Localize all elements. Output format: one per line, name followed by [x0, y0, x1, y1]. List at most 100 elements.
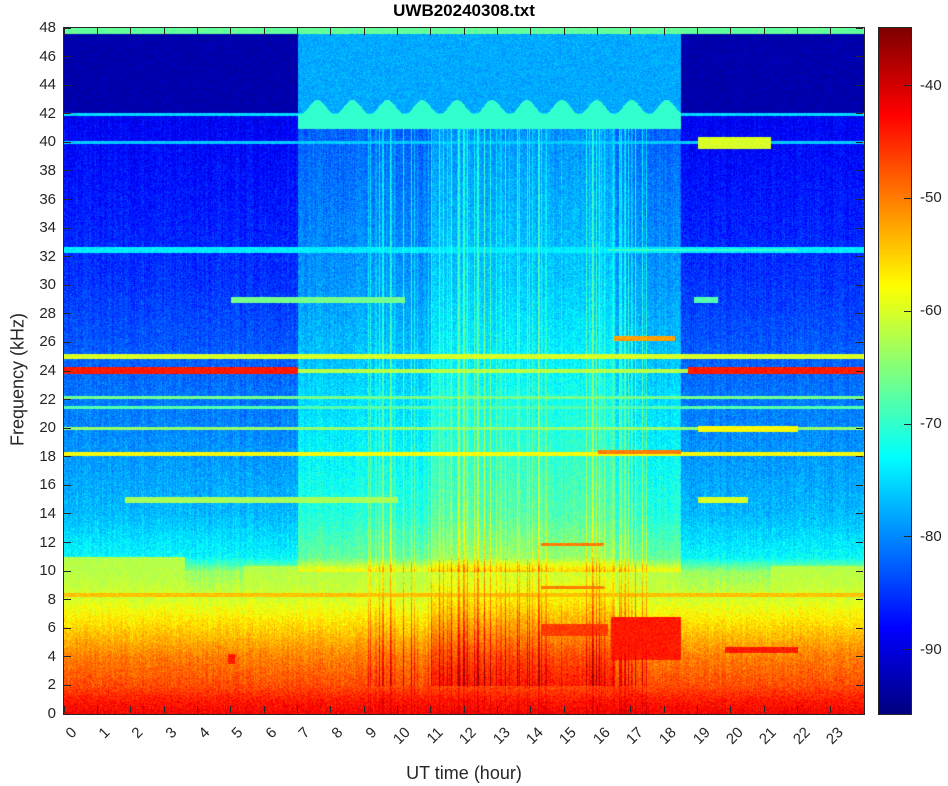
y-tick-label: 4 — [47, 647, 56, 665]
x-tick-mark-top — [230, 28, 232, 35]
colorbar-tick-label: -90 — [920, 640, 942, 658]
x-tick-label: 5 — [228, 724, 247, 742]
y-tick-mark-right — [856, 542, 863, 543]
x-tick-mark-top — [496, 28, 498, 35]
y-tick-mark — [64, 399, 71, 401]
y-tick-mark-right — [856, 56, 863, 58]
plot-area — [64, 28, 864, 714]
x-tick-mark-top — [530, 28, 532, 35]
y-tick-mark — [64, 56, 71, 58]
x-tick-label: 20 — [722, 724, 747, 748]
y-tick-mark — [64, 599, 71, 601]
y-tick-mark — [64, 570, 71, 572]
x-tick-label: 12 — [456, 724, 481, 748]
colorbar-tick-label: -40 — [920, 76, 942, 94]
x-tick-label: 2 — [128, 724, 147, 742]
y-tick-label: 24 — [39, 362, 56, 379]
chart-title: UWB20240308.txt — [393, 1, 535, 20]
y-tick-mark — [64, 656, 71, 658]
x-tick-mark — [563, 706, 565, 713]
x-tick-mark-top — [463, 28, 465, 35]
colorbar-tick-mark — [904, 85, 911, 87]
y-tick-mark-right — [856, 484, 863, 486]
x-tick-mark-top — [763, 28, 765, 35]
x-tick-mark — [796, 706, 798, 713]
y-tick-mark-right — [856, 513, 863, 515]
x-tick-label: 15 — [556, 724, 581, 748]
y-tick-mark — [64, 684, 71, 686]
x-tick-label: 16 — [589, 724, 614, 748]
x-tick-mark — [463, 706, 465, 713]
x-tick-label: 19 — [689, 724, 714, 748]
y-tick-mark-right — [856, 256, 863, 258]
y-tick-mark-right — [856, 284, 863, 286]
y-tick-mark — [64, 284, 71, 286]
x-tick-mark — [696, 706, 698, 713]
y-tick-mark-right — [856, 170, 863, 172]
x-tick-label: 9 — [362, 724, 381, 742]
spectrogram-image — [64, 28, 864, 714]
y-tick-mark-right — [856, 570, 863, 572]
x-tick-mark — [96, 706, 98, 713]
x-tick-mark — [296, 706, 298, 713]
y-tick-mark-right — [856, 599, 863, 601]
x-tick-label: 18 — [656, 724, 681, 748]
y-tick-mark — [64, 456, 71, 458]
y-tick-mark — [64, 313, 71, 315]
y-tick-label: 10 — [39, 562, 56, 580]
x-tick-mark — [830, 706, 832, 713]
x-tick-label: 0 — [62, 724, 81, 742]
colorbar-tick-mark — [904, 423, 911, 425]
x-tick-label: 6 — [262, 724, 281, 742]
x-tick-label: 14 — [522, 724, 547, 748]
y-tick-label: 38 — [39, 161, 56, 179]
colorbar-tick-mark — [904, 197, 911, 199]
y-tick-mark — [64, 513, 71, 515]
x-tick-mark — [496, 706, 498, 713]
y-tick-mark — [64, 484, 71, 486]
colorbar-tick-label: -80 — [920, 527, 942, 545]
x-tick-mark — [130, 706, 132, 713]
x-tick-label: 10 — [389, 724, 414, 748]
y-tick-mark — [64, 713, 71, 715]
x-tick-mark-top — [796, 28, 798, 35]
y-tick-mark — [64, 627, 71, 629]
colorbar-tick-mark — [904, 536, 911, 538]
y-tick-label: 48 — [39, 19, 56, 36]
x-tick-label: 11 — [423, 724, 447, 748]
y-tick-mark — [64, 542, 71, 543]
y-tick-label: 44 — [39, 76, 56, 94]
y-tick-mark — [64, 113, 71, 115]
y-tick-label: 14 — [39, 504, 56, 522]
x-tick-mark-top — [830, 28, 832, 35]
y-tick-label: 16 — [39, 476, 56, 494]
x-tick-label: 21 — [756, 724, 781, 748]
x-axis-label: UT time (hour) — [406, 763, 522, 783]
x-tick-mark-top — [596, 28, 598, 35]
x-tick-mark — [663, 706, 665, 713]
x-tick-mark-top — [196, 28, 198, 35]
y-tick-label: 8 — [47, 590, 56, 608]
y-tick-mark — [64, 427, 71, 429]
x-tick-mark-top — [396, 28, 398, 35]
colorbar-tick-mark — [904, 310, 911, 312]
x-tick-mark — [263, 706, 265, 713]
y-tick-label: 30 — [39, 276, 56, 294]
x-tick-label: 8 — [328, 724, 347, 742]
y-tick-mark — [64, 170, 71, 172]
y-tick-label: 0 — [47, 705, 56, 722]
colorbar-tick-label: -70 — [920, 415, 942, 433]
y-tick-mark — [64, 256, 71, 258]
x-tick-label: 1 — [95, 724, 114, 742]
x-tick-mark-top — [163, 28, 165, 35]
x-tick-mark-top — [663, 28, 665, 35]
x-tick-mark — [230, 706, 232, 713]
y-tick-mark-right — [856, 713, 863, 715]
x-tick-mark-top — [96, 28, 98, 35]
x-tick-label: 17 — [622, 724, 647, 748]
x-tick-mark-top — [263, 28, 265, 35]
x-tick-mark — [363, 706, 365, 713]
y-tick-mark — [64, 27, 71, 29]
y-tick-mark — [64, 227, 71, 229]
y-tick-label: 34 — [39, 219, 56, 237]
